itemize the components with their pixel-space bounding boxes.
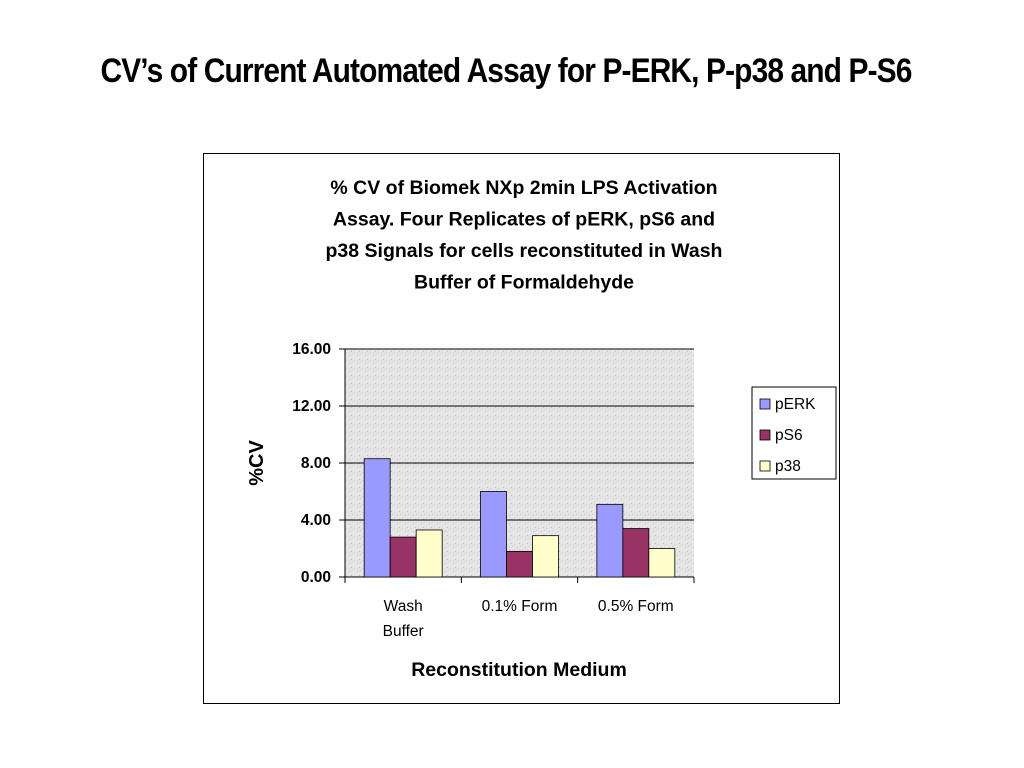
y-tick-label: 0.00 xyxy=(301,569,331,586)
legend-swatch-pERK xyxy=(759,398,771,410)
x-category-label: Buffer xyxy=(383,623,424,640)
slide-title: CV’s of Current Automated Assay for P-ER… xyxy=(100,52,912,90)
y-tick-label: 12.00 xyxy=(292,398,331,415)
chart-title-line: Buffer of Formaldehyde xyxy=(414,272,634,294)
bar-p38-0 xyxy=(415,529,443,578)
bar-p38-2 xyxy=(648,548,676,578)
bar-pS6-2 xyxy=(622,528,650,578)
x-category-label: 0.5% Form xyxy=(598,598,674,615)
chart-title-line: Assay. Four Replicates of pERK, pS6 and xyxy=(333,209,715,231)
legend-label-pS6: pS6 xyxy=(775,427,803,444)
bar-pS6-1 xyxy=(506,550,533,578)
bar-pERK-1 xyxy=(480,491,507,578)
chart-container: % CV of Biomek NXp 2min LPS Activation As… xyxy=(203,153,840,704)
x-category-label: 0.1% Form xyxy=(482,598,558,615)
y-tick-label: 4.00 xyxy=(301,512,331,529)
legend-label-pERK: pERK xyxy=(775,396,816,413)
x-category-label: Wash xyxy=(384,598,423,615)
chart-title-line: % CV of Biomek NXp 2min LPS Activation xyxy=(330,177,717,199)
legend-swatch-p38 xyxy=(759,460,771,472)
bar-pERK-2 xyxy=(596,503,624,578)
y-tick-label: 8.00 xyxy=(301,455,331,472)
bar-pERK-0 xyxy=(363,458,391,578)
legend-swatch-pS6 xyxy=(759,429,771,441)
bar-pS6-0 xyxy=(389,536,417,578)
chart-title: % CV of Biomek NXp 2min LPS Activation As… xyxy=(326,177,723,294)
y-tick-label: 16.00 xyxy=(292,341,331,358)
chart-title-line: p38 Signals for cells reconstituted in W… xyxy=(326,240,723,262)
plot-area: 0.00 4.00 8.00 12.00 16.00 Wash Buffer 0.1% For… xyxy=(246,341,695,681)
legend-label-p38: p38 xyxy=(775,458,801,475)
x-axis-label: Reconstitution Medium xyxy=(411,659,627,681)
bar-chart: % CV of Biomek NXp 2min LPS Activation As… xyxy=(246,177,837,681)
bar-p38-1 xyxy=(532,535,559,578)
y-axis-label: %CV xyxy=(246,440,268,486)
legend: pERK pS6 p38 xyxy=(751,386,837,480)
